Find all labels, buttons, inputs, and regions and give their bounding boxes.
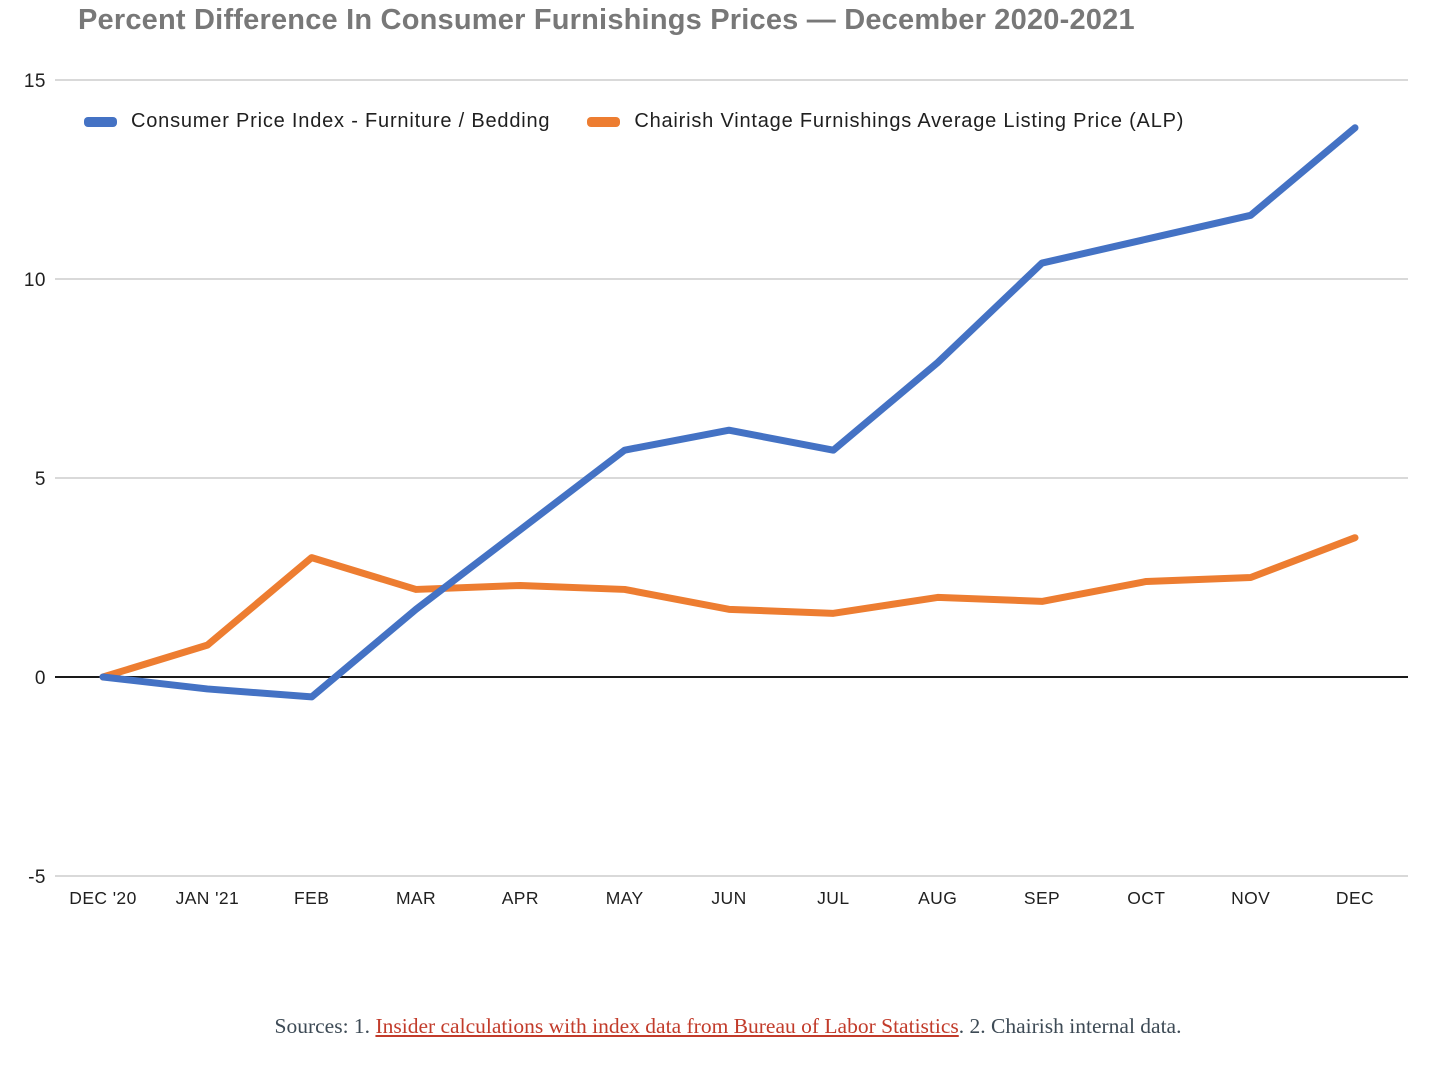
x-tick-label: MAY [606,888,644,908]
y-tick-label: 15 [24,71,46,92]
alp-legend-swatch-icon [587,116,621,127]
sources-note: Sources: 1. Insider calculations with in… [0,1014,1456,1039]
x-tick-label: JUL [817,888,849,908]
x-tick-label: JUN [711,888,746,908]
x-tick-label: JAN '21 [176,888,240,908]
legend-label-cpi: Consumer Price Index - Furniture / Beddi… [131,110,551,132]
x-tick-label: MAR [396,888,436,908]
alp-line-series [99,534,1359,681]
sources-suffix: . 2. Chairish internal data. [958,1014,1182,1038]
y-tick-label: 0 [35,668,46,689]
line-chart-plot-area: 15 10 5 0 -5 DEC '20 JAN '21 FEB MAR APR MAY JUN JUL… [24,71,1408,908]
x-tick-label: DEC '20 [69,888,136,908]
x-tick-label: AUG [918,888,957,908]
y-tick-label: 10 [24,270,46,291]
y-tick-label: -5 [28,867,46,888]
x-tick-label: FEB [294,888,329,908]
chart-legend: Consumer Price Index - Furniture / Beddi… [84,110,1184,133]
x-tick-label: SEP [1024,888,1060,908]
cpi-line-series [99,124,1359,701]
x-tick-label: APR [502,888,539,908]
bls-source-link[interactable]: Insider calculations with index data fro… [375,1014,959,1038]
sources-prefix: Sources: 1. [274,1014,376,1038]
x-tick-label: DEC [1336,888,1374,908]
x-tick-label: NOV [1231,888,1270,908]
x-tick-label: OCT [1127,888,1165,908]
chart-title: Percent Difference In Consumer Furnishin… [78,4,1135,36]
legend-item-cpi: Consumer Price Index - Furniture / Beddi… [84,110,550,133]
legend-label-alp: Chairish Vintage Furnishings Average Lis… [634,110,1185,132]
legend-item-alp: Chairish Vintage Furnishings Average Lis… [587,110,1184,133]
y-tick-label: 5 [35,469,46,490]
cpi-legend-swatch-icon [84,116,117,127]
